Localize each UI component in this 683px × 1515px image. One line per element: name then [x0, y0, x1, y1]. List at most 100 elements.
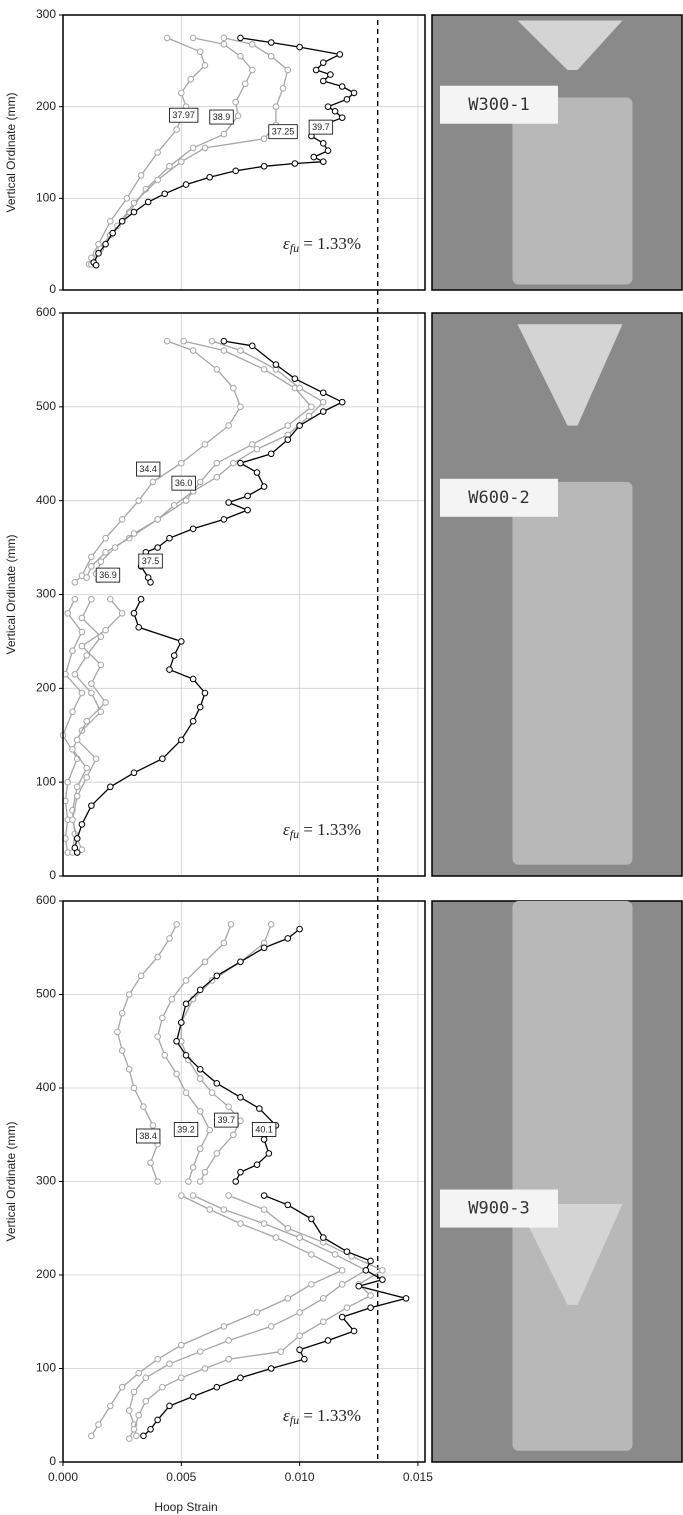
data-point: [197, 1146, 203, 1152]
data-point: [297, 1310, 303, 1316]
data-point: [131, 531, 137, 537]
data-point: [171, 503, 177, 509]
data-point: [226, 500, 232, 506]
data-point: [238, 404, 244, 410]
data-point: [202, 63, 208, 69]
data-point: [261, 136, 267, 142]
data-point: [131, 770, 137, 776]
data-point: [160, 756, 166, 762]
data-point: [190, 1165, 196, 1171]
data-point: [249, 343, 255, 349]
data-point: [238, 348, 244, 354]
data-point: [368, 1258, 374, 1264]
data-point: [155, 177, 161, 183]
data-point: [155, 517, 161, 523]
data-point: [131, 209, 137, 215]
data-point: [297, 926, 303, 932]
annotation: 37.25: [272, 127, 295, 137]
data-point: [261, 1221, 267, 1227]
y-tick-label: 600: [36, 305, 56, 319]
data-point: [339, 1282, 345, 1288]
data-point: [174, 127, 180, 133]
data-point: [70, 747, 76, 753]
data-point: [249, 42, 255, 48]
data-point: [238, 460, 244, 466]
data-point: [339, 84, 345, 90]
y-tick-label: 500: [36, 399, 56, 413]
data-point: [108, 218, 114, 224]
annotation: 39.2: [177, 1124, 195, 1134]
annotation: 39.7: [312, 122, 330, 132]
data-point: [311, 154, 317, 160]
data-point: [209, 1090, 215, 1096]
data-point: [320, 1235, 326, 1241]
data-point: [131, 1389, 137, 1395]
data-point: [183, 1052, 189, 1058]
data-point: [302, 1356, 308, 1362]
data-point: [150, 479, 156, 485]
data-point: [221, 517, 227, 523]
y-tick-label: 100: [36, 774, 56, 788]
data-point: [119, 517, 125, 523]
data-point: [167, 936, 173, 942]
annotation: 36.0: [175, 478, 193, 488]
data-point: [261, 945, 267, 951]
data-point: [285, 1296, 291, 1302]
data-point: [167, 1361, 173, 1367]
data-point: [313, 67, 319, 73]
data-point: [79, 629, 85, 635]
data-point: [285, 67, 291, 73]
data-point: [197, 1349, 203, 1355]
y-tick-label: 300: [36, 587, 56, 601]
data-point: [228, 922, 234, 928]
data-point: [285, 423, 291, 429]
data-point: [84, 575, 90, 581]
data-point: [89, 554, 95, 560]
data-point: [238, 959, 244, 965]
data-point: [131, 1085, 137, 1091]
data-point: [183, 1001, 189, 1007]
data-point: [131, 1426, 137, 1432]
data-point: [221, 35, 227, 41]
data-point: [155, 150, 161, 156]
data-point: [74, 737, 80, 743]
data-point: [190, 1193, 196, 1199]
data-point: [174, 1071, 180, 1077]
data-point: [155, 954, 161, 960]
data-point: [238, 53, 244, 59]
data-point: [214, 1151, 220, 1157]
y-tick-label: 0: [49, 1454, 56, 1468]
data-point: [238, 1221, 244, 1227]
data-point: [167, 163, 173, 169]
limit-text: = 1.33%: [299, 1406, 361, 1425]
data-point: [131, 200, 137, 206]
data-point: [273, 362, 279, 368]
y-tick-label: 600: [36, 893, 56, 907]
data-point: [84, 718, 90, 724]
data-point: [174, 1038, 180, 1044]
data-point: [148, 580, 154, 586]
data-point: [309, 404, 315, 410]
limit-subscript: fu: [290, 1413, 299, 1427]
y-axis-label: Vertical Ordinate (mm): [4, 92, 18, 212]
data-point: [197, 1076, 203, 1082]
data-point: [221, 1207, 227, 1213]
data-point: [190, 35, 196, 41]
x-tick-label: 0.015: [403, 1470, 433, 1484]
data-point: [356, 1283, 362, 1289]
data-point: [190, 348, 196, 354]
data-point: [233, 1179, 239, 1185]
data-point: [174, 922, 180, 928]
data-point: [119, 610, 125, 616]
data-point: [84, 765, 90, 771]
data-point: [138, 596, 144, 602]
data-point: [285, 1202, 291, 1208]
data-point: [214, 474, 220, 480]
data-point: [285, 437, 291, 443]
data-point: [155, 1356, 161, 1362]
data-point: [167, 535, 173, 541]
data-point: [344, 1249, 350, 1255]
data-point: [197, 1109, 203, 1115]
specimen-body: [513, 482, 633, 865]
data-point: [268, 40, 274, 46]
